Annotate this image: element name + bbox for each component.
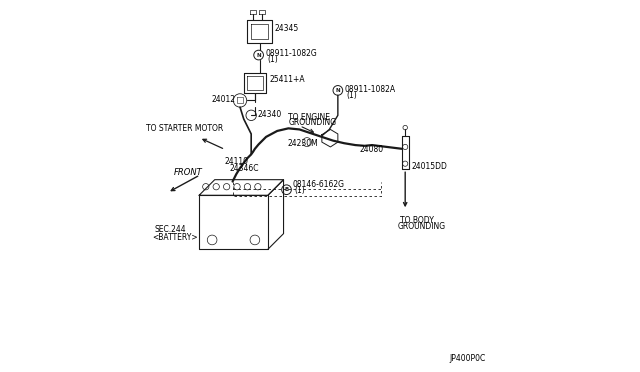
Text: 24340: 24340	[258, 110, 282, 119]
Text: 24345: 24345	[275, 24, 299, 33]
Text: JP400P0C: JP400P0C	[449, 355, 486, 363]
Text: TO BODY: TO BODY	[400, 216, 434, 225]
Text: GROUNDING: GROUNDING	[397, 222, 445, 231]
Text: TO STARTER MOTOR: TO STARTER MOTOR	[146, 124, 223, 133]
Text: 08911-1082A: 08911-1082A	[344, 85, 396, 94]
Text: 08911-1082G: 08911-1082G	[266, 49, 317, 58]
Text: 24015DD: 24015DD	[411, 162, 447, 171]
Text: GROUNDING: GROUNDING	[289, 118, 337, 127]
Text: SEC.244: SEC.244	[154, 225, 186, 234]
Text: 24110: 24110	[224, 157, 248, 166]
Text: N: N	[256, 52, 261, 58]
Text: TO ENGINE: TO ENGINE	[289, 113, 330, 122]
Text: B: B	[284, 187, 289, 192]
Text: <BATTERY>: <BATTERY>	[152, 233, 198, 242]
Text: 25411+A: 25411+A	[269, 76, 305, 84]
Text: FRONT: FRONT	[174, 168, 202, 177]
Text: 24230M: 24230M	[287, 139, 318, 148]
Text: 08146-6162G: 08146-6162G	[293, 180, 345, 189]
Text: 24346C: 24346C	[230, 164, 259, 173]
Text: 24012: 24012	[211, 95, 236, 104]
Text: N: N	[335, 88, 340, 93]
Text: (1): (1)	[267, 55, 278, 64]
Text: (1): (1)	[346, 91, 356, 100]
Text: 24080: 24080	[360, 145, 384, 154]
Text: (1): (1)	[294, 186, 305, 195]
